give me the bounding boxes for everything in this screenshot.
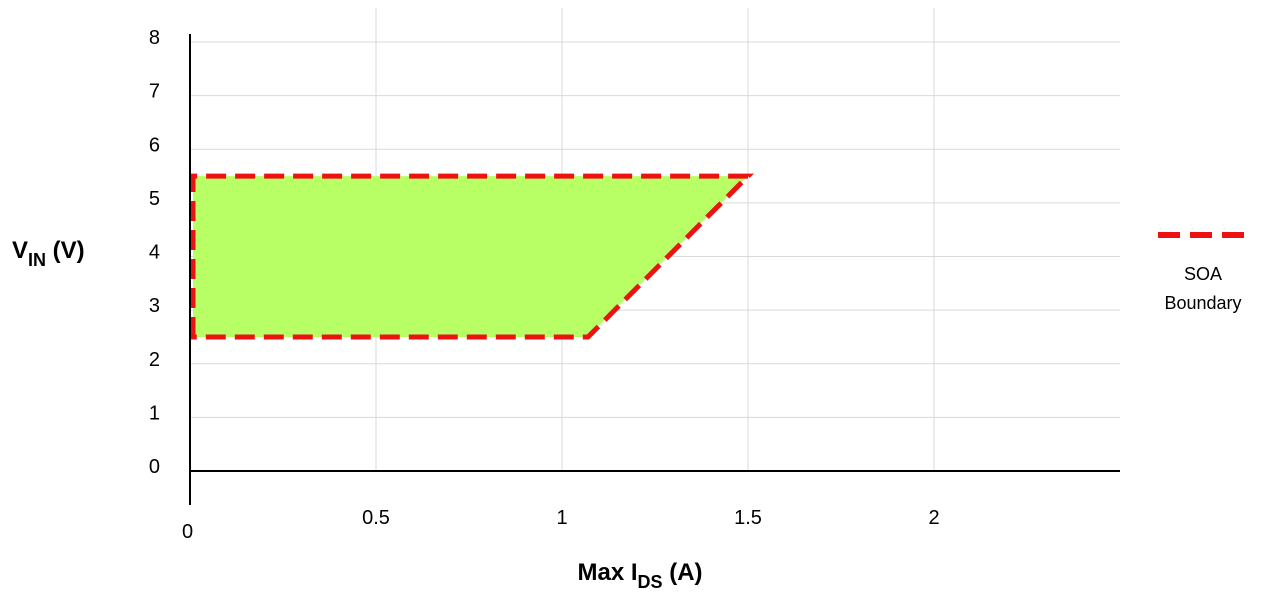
y-tick-label: 8: [149, 27, 160, 49]
y-tick-label: 1: [149, 402, 160, 424]
y-tick-label: 4: [149, 242, 160, 264]
legend-label-line2: Boundary: [1164, 293, 1241, 313]
x-axis-title: Max IDS (A): [577, 559, 702, 592]
y-axis-title: VIN (V): [12, 237, 85, 270]
x-tick-label: 1.5: [734, 507, 762, 529]
legend-label-line1: SOA: [1184, 264, 1222, 284]
y-tick-label: 3: [149, 295, 160, 317]
y-tick-label: 2: [149, 349, 160, 371]
y-tick-label: 7: [149, 81, 160, 103]
legend: SOA Boundary: [1158, 232, 1250, 313]
y-axis-title-main: V: [12, 237, 28, 264]
axes: [189, 34, 1120, 505]
x-tick-label: 2: [928, 507, 939, 529]
y-axis-title-unit: (V): [46, 237, 85, 264]
x-tick-label: 1: [556, 507, 567, 529]
x-tick-label: 0: [182, 521, 193, 543]
x-axis-title-unit: (A): [663, 559, 703, 586]
soa-region-fill: [193, 176, 748, 337]
x-tick-label: 0.5: [362, 507, 390, 529]
y-tick-label: 6: [149, 134, 160, 156]
x-tick-labels: 0 0.5 1 1.5 2: [182, 507, 940, 543]
y-tick-label: 5: [149, 188, 160, 210]
y-tick-labels: 0 1 2 3 4 5 6 7 8: [149, 27, 160, 478]
x-axis-title-subscript: DS: [638, 572, 663, 592]
y-axis-title-subscript: IN: [28, 250, 46, 270]
soa-boundary-line: [190, 173, 755, 340]
y-tick-label: 0: [149, 456, 160, 478]
x-axis-title-main: Max I: [577, 559, 637, 586]
